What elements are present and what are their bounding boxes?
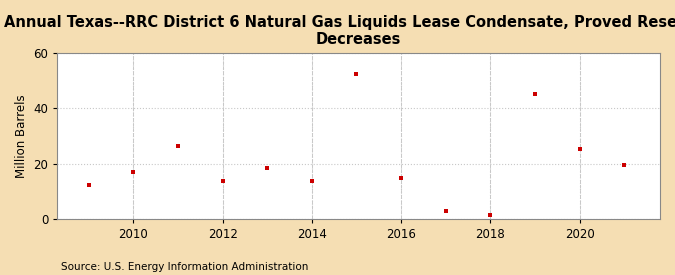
Title: Annual Texas--RRC District 6 Natural Gas Liquids Lease Condensate, Proved Reserv: Annual Texas--RRC District 6 Natural Gas… — [5, 15, 675, 47]
Point — [128, 170, 139, 174]
Point — [262, 166, 273, 170]
Y-axis label: Million Barrels: Million Barrels — [15, 94, 28, 178]
Text: Source: U.S. Energy Information Administration: Source: U.S. Energy Information Administ… — [61, 262, 308, 272]
Point — [530, 92, 541, 97]
Point — [83, 183, 94, 187]
Point — [396, 175, 406, 180]
Point — [440, 209, 451, 213]
Point — [306, 178, 317, 183]
Point — [351, 72, 362, 76]
Point — [574, 146, 585, 151]
Point — [619, 163, 630, 167]
Point — [485, 213, 496, 218]
Point — [217, 178, 228, 183]
Point — [173, 144, 184, 148]
